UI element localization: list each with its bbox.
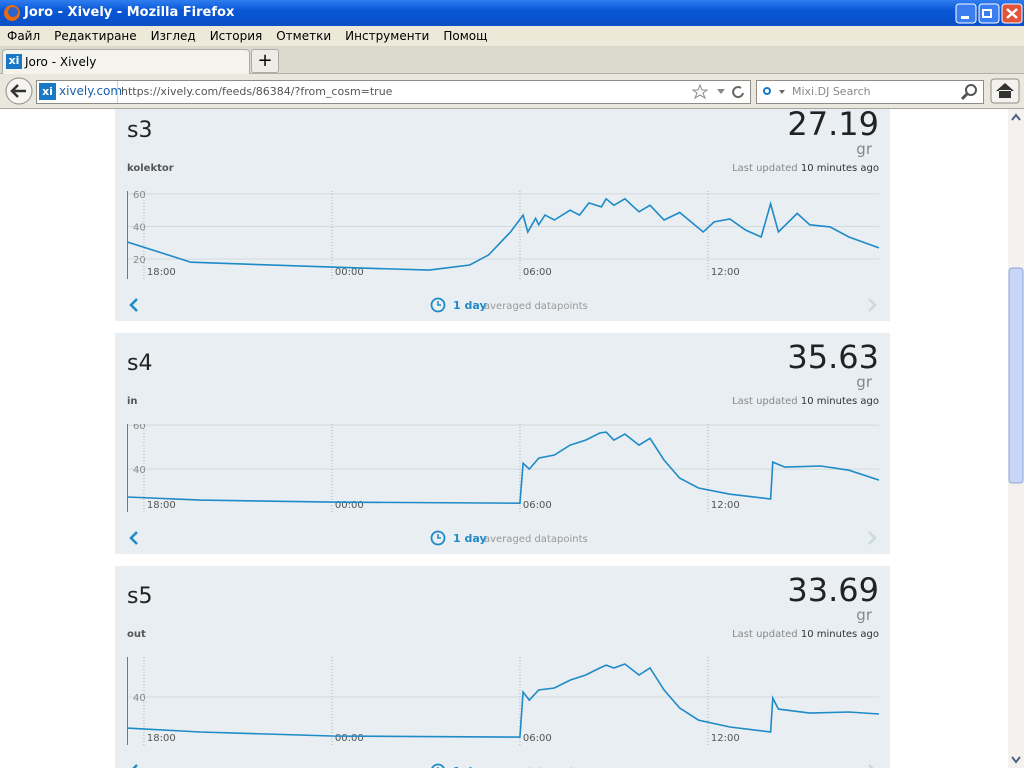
x-tick-label: 00:00	[335, 267, 364, 278]
tab-title: Joro - Xively	[25, 55, 97, 69]
menu-bar: Файл Редактиране Изглед История Отметки Инстр…	[0, 26, 1024, 46]
new-tab-button[interactable]: +	[251, 49, 279, 73]
app-icon	[4, 5, 20, 21]
search-box[interactable]: Mixi.DJ Search	[756, 80, 984, 104]
menu-item[interactable]: История	[209, 29, 263, 43]
nav-bar: xi xively.com https://xively.com/feeds/8…	[0, 74, 1024, 109]
x-tick-label: 00:00	[335, 733, 364, 744]
updated-time: 10 minutes ago	[800, 629, 879, 640]
site-label: xively.com	[59, 84, 123, 98]
series-line	[127, 197, 879, 271]
chart: 40 18:00 00:00 06:00 12:00	[127, 657, 879, 745]
clock-icon	[430, 530, 446, 546]
last-updated: Last updated 10 minutes ago	[732, 163, 879, 174]
y-tick-label: 60	[133, 191, 146, 201]
series-line	[127, 663, 879, 738]
x-tick-label: 00:00	[335, 500, 364, 511]
x-tick-label: 12:00	[711, 267, 740, 278]
back-button[interactable]	[4, 77, 34, 105]
period[interactable]: 1 day	[453, 299, 487, 312]
x-tick-label: 06:00	[523, 267, 552, 278]
y-tick-label: 20	[133, 255, 146, 266]
title-bar: Joro - Xively - Mozilla Firefox	[0, 0, 1024, 26]
menu-item[interactable]: Файл	[7, 29, 41, 43]
channel-tag: kolektor	[127, 163, 174, 174]
menu-item[interactable]: Редактиране	[54, 29, 137, 43]
period-note: averaged datapoints	[484, 301, 588, 312]
chart: 20 40 60 18:00 00:00 06:00 12:00	[127, 191, 879, 279]
unit: gr	[856, 373, 872, 391]
prev-button[interactable]	[129, 298, 138, 312]
channel-tag: in	[127, 396, 138, 407]
period[interactable]: 1 day	[453, 765, 487, 768]
unit: gr	[856, 606, 872, 624]
y-tick-label: 40	[133, 693, 146, 704]
prev-button[interactable]	[131, 764, 138, 768]
chart: 40 60 18:00 00:00 06:00 12:00	[127, 424, 879, 512]
unit: gr	[856, 140, 872, 158]
clock-hands	[437, 534, 441, 539]
clock-icon	[430, 297, 446, 313]
updated-label: Last updated	[732, 629, 798, 640]
channel-tag: out	[127, 629, 146, 640]
clock-icon	[431, 763, 445, 768]
x-tick-label: 12:00	[711, 500, 740, 511]
menu-item[interactable]: Помощ	[443, 29, 488, 43]
address-bar[interactable]: xi xively.com https://xively.com/feeds/8…	[36, 80, 751, 104]
current-value: 33.69	[787, 571, 879, 609]
tab-bar: xi Joro - Xively +	[0, 46, 1024, 74]
tab[interactable]: xi Joro - Xively	[2, 49, 250, 74]
x-tick-label: 18:00	[147, 500, 176, 511]
x-tick-label: 06:00	[523, 733, 552, 744]
channel-card: s3 27.19 gr kolektor Last updated 10 minutes…	[115, 109, 890, 321]
next-button[interactable]	[868, 298, 877, 312]
channel-name: s5	[127, 584, 153, 609]
menu-item[interactable]: Отметки	[276, 29, 332, 43]
channel-card: s4 35.63 gr in Last updated 10 minutes ago 40…	[115, 333, 890, 554]
x-tick-label: 06:00	[523, 500, 552, 511]
home-button[interactable]	[990, 78, 1020, 104]
updated-label: Last updated	[732, 163, 798, 174]
next-button[interactable]	[868, 764, 875, 768]
channel-name: s3	[127, 118, 153, 143]
search-placeholder: Mixi.DJ Search	[792, 85, 871, 98]
next-button[interactable]	[868, 531, 877, 545]
updated-time: 10 minutes ago	[800, 396, 879, 407]
current-value: 27.19	[787, 109, 879, 143]
x-tick-label: 18:00	[147, 267, 176, 278]
content: s3 27.19 gr kolektor Last updated 10 minutes…	[0, 109, 1008, 768]
current-value: 35.63	[787, 338, 879, 376]
y-tick-label: 60	[133, 424, 146, 432]
menu-item[interactable]: Изглед	[150, 29, 196, 43]
last-updated: Last updated 10 minutes ago	[732, 396, 879, 407]
period-note: averaged datapoints	[484, 534, 588, 545]
updated-label: Last updated	[732, 396, 798, 407]
series-line	[127, 431, 879, 505]
channel-name: s4	[127, 351, 153, 376]
y-tick-label: 40	[133, 465, 146, 476]
last-updated: Last updated 10 minutes ago	[732, 629, 879, 640]
y-tick-label: 40	[133, 222, 146, 233]
x-tick-label: 12:00	[711, 733, 740, 744]
url: https://xively.com/feeds/86384/?from_cos…	[121, 85, 393, 98]
window-buttons[interactable]	[955, 3, 1023, 24]
prev-button[interactable]	[129, 531, 138, 545]
window-title: Joro - Xively - Mozilla Firefox	[24, 5, 235, 20]
period[interactable]: 1 day	[453, 532, 487, 545]
x-tick-label: 18:00	[147, 733, 176, 744]
channel-card: s5 33.69 gr out Last updated 10 minutes ago 4…	[115, 566, 890, 768]
clock-hands	[437, 301, 441, 306]
scrollbar[interactable]	[1008, 109, 1024, 768]
menu-item[interactable]: Инструменти	[345, 29, 430, 43]
updated-time: 10 minutes ago	[800, 163, 879, 174]
